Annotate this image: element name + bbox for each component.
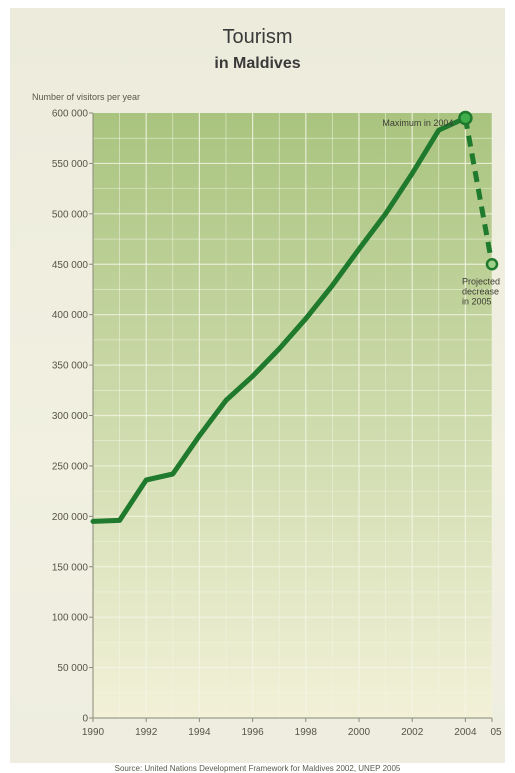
y-tick-label: 0 <box>82 714 88 725</box>
y-axis-label: Number of visitors per year <box>32 92 141 102</box>
x-tick-label: 1994 <box>188 727 211 738</box>
data-markers <box>458 110 499 271</box>
axes <box>89 112 493 722</box>
y-tick-label: 150 000 <box>52 562 89 573</box>
x-tick-label: 05 <box>490 727 502 738</box>
x-tick-label: 1992 <box>135 727 158 738</box>
y-tick-label: 100 000 <box>52 613 89 624</box>
x-tick-label: 1990 <box>82 727 105 738</box>
y-tick-label: 600 000 <box>52 109 89 120</box>
y-tick-label: 400 000 <box>52 310 89 321</box>
x-tick-label: 2002 <box>401 727 424 738</box>
x-tick-label: 1998 <box>295 727 318 738</box>
annotation-projection: Projected decrease in 2005 <box>462 276 500 306</box>
maximum-marker <box>458 110 473 126</box>
y-tick-label: 50 000 <box>57 663 88 674</box>
y-tick-label: 350 000 <box>52 361 89 372</box>
projection-marker <box>485 258 499 271</box>
series-lines <box>90 115 495 524</box>
chart-title: Tourism <box>222 26 293 48</box>
y-tick-label: 550 000 <box>52 159 89 170</box>
y-tick-label: 250 000 <box>52 461 89 472</box>
tick-labels: 0 50 000 100 000 150 000 200 000 250 000 300 0… <box>52 109 502 739</box>
x-tick-label: 2000 <box>348 727 371 738</box>
annotations: Maximum in 2004 Projected decrease in 2005 <box>382 118 500 306</box>
y-tick-label: 200 000 <box>52 512 89 523</box>
visitors-line <box>90 115 468 524</box>
chart-subtitle: in Maldives <box>214 55 301 72</box>
grid-lines <box>93 113 493 718</box>
y-tick-label: 500 000 <box>52 209 89 220</box>
projection-line <box>462 117 495 265</box>
y-tick-label: 300 000 <box>52 411 89 422</box>
annotation-maximum: Maximum in 2004 <box>382 118 453 128</box>
x-tick-label: 2004 <box>454 727 477 738</box>
y-tick-label: 450 000 <box>52 260 89 271</box>
x-tick-label: 1996 <box>241 727 264 738</box>
